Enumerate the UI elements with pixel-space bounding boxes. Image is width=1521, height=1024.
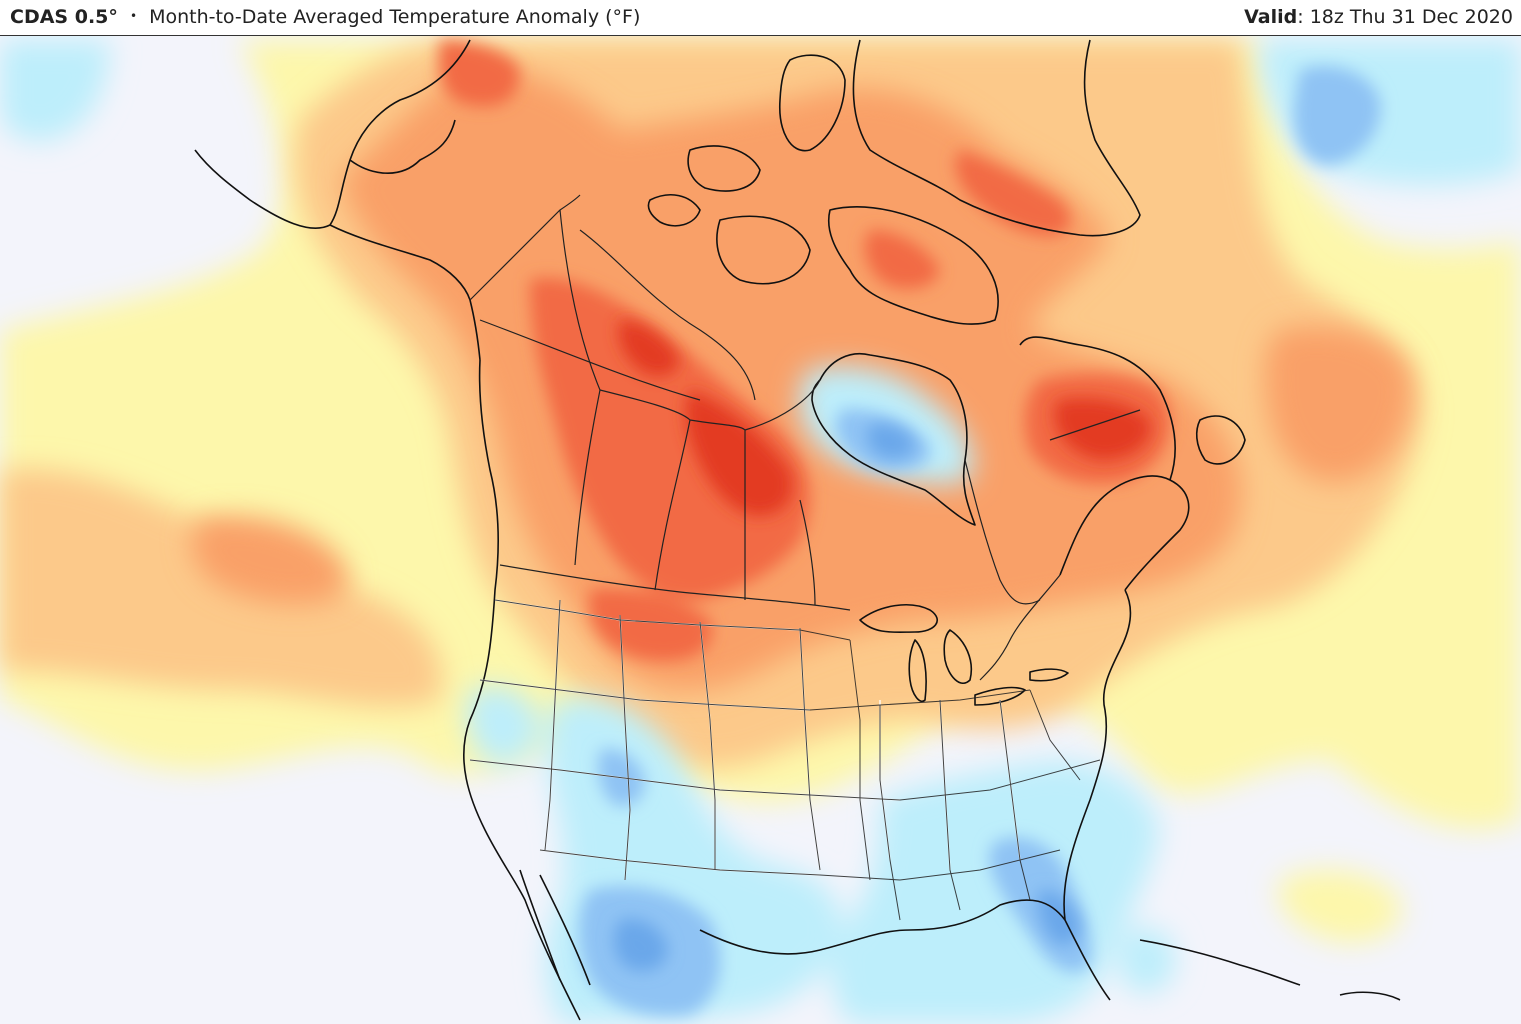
model-name: CDAS 0.5° xyxy=(10,6,118,28)
map-title: CDAS 0.5° • Month-to-Date Averaged Tempe… xyxy=(10,6,640,28)
hispaniola-coastline xyxy=(1339,991,1401,1001)
red-orange-anomaly-field xyxy=(438,40,1170,661)
atlantic-coastline xyxy=(1063,589,1132,921)
baffin-island xyxy=(827,206,999,325)
alberta-sask-border xyxy=(599,389,691,591)
lake-superior xyxy=(859,604,938,634)
newfoundland-coastline xyxy=(1195,415,1246,465)
valid-time: Valid: 18z Thu 31 Dec 2020 xyxy=(1244,6,1513,28)
canada-us-border xyxy=(499,564,1061,681)
map-canvas xyxy=(0,36,1521,1024)
quebec-labrador-border xyxy=(1049,409,1141,441)
ellesmere-island xyxy=(779,54,846,152)
map-header: CDAS 0.5° • Month-to-Date Averaged Tempe… xyxy=(0,0,1521,36)
lake-huron xyxy=(943,629,972,684)
lake-ontario xyxy=(1029,668,1069,682)
arctic-island-1 xyxy=(647,194,701,227)
valid-time-value: : 18z Thu 31 Dec 2020 xyxy=(1297,6,1513,28)
anomaly-fields xyxy=(0,40,1521,1024)
manitoba-ontario-border xyxy=(744,379,821,606)
red-anomaly-core xyxy=(618,320,1151,516)
ontario-quebec-border xyxy=(964,459,1041,605)
baja-coastline xyxy=(519,869,591,986)
greenland-coastline xyxy=(852,39,1141,237)
us-state-borders xyxy=(469,599,1101,921)
temperature-anomaly-map xyxy=(0,36,1521,1024)
deep-blue-anomaly-core xyxy=(613,423,1080,971)
valid-label: Valid xyxy=(1244,6,1298,28)
arctic-island-2 xyxy=(716,215,811,285)
political-boundaries xyxy=(469,194,1141,681)
labrador-coastline xyxy=(1019,336,1176,481)
alaska-coastline xyxy=(194,39,471,229)
sask-manitoba-border xyxy=(689,419,746,600)
arctic-island-3 xyxy=(687,145,761,192)
nwt-nunavut-border xyxy=(579,229,756,401)
alaska-canada-border xyxy=(469,194,581,301)
hudson-bay-coastline xyxy=(811,353,976,526)
product-name: Month-to-Date Averaged Temperature Anoma… xyxy=(149,6,641,28)
title-separator: • xyxy=(129,9,138,23)
coastlines xyxy=(194,39,1401,1021)
lake-michigan xyxy=(908,639,927,702)
lake-erie xyxy=(974,686,1026,706)
alaska-south-coast xyxy=(329,224,481,361)
gulf-coastline xyxy=(699,899,1111,1001)
cuba-coastline xyxy=(1139,939,1301,986)
pacific-coastline xyxy=(463,359,581,1021)
yukon-bc-border xyxy=(479,319,701,401)
